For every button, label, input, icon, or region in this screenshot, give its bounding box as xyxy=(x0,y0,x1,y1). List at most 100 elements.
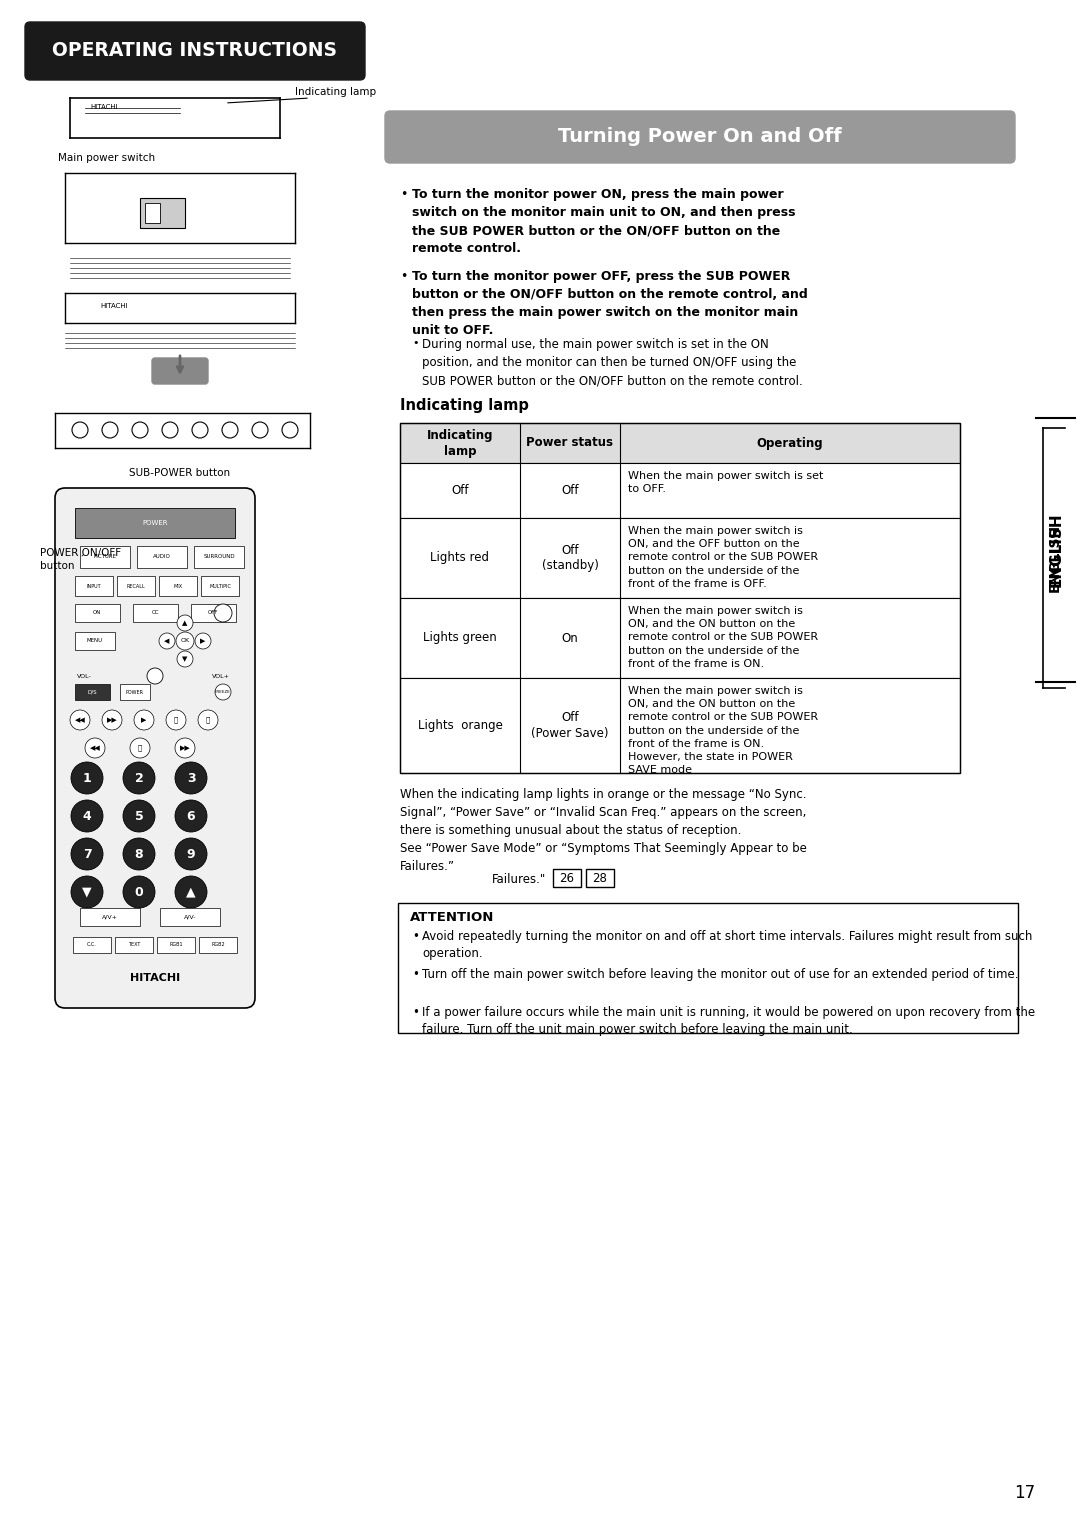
Text: 6: 6 xyxy=(187,810,195,822)
Text: ◀◀: ◀◀ xyxy=(90,746,100,750)
Circle shape xyxy=(175,762,207,795)
Text: RGB1: RGB1 xyxy=(170,943,183,947)
Bar xyxy=(160,908,220,926)
Text: 17: 17 xyxy=(1014,1484,1036,1502)
Text: 3: 3 xyxy=(187,772,195,784)
Bar xyxy=(80,545,130,568)
Text: D/S: D/S xyxy=(87,689,97,695)
Circle shape xyxy=(123,762,156,795)
Text: Main power switch: Main power switch xyxy=(58,153,156,163)
Circle shape xyxy=(222,422,238,439)
Circle shape xyxy=(175,801,207,833)
Bar xyxy=(137,545,187,568)
Text: When the main power switch is
ON, and the ON button on the
remote control or the: When the main power switch is ON, and th… xyxy=(627,607,819,669)
Circle shape xyxy=(282,422,298,439)
Circle shape xyxy=(71,801,103,833)
Text: When the main power switch is
ON, and the OFF button on the
remote control or th: When the main power switch is ON, and th… xyxy=(627,526,819,588)
Circle shape xyxy=(70,711,90,730)
Circle shape xyxy=(252,422,268,439)
Text: Indicating lamp: Indicating lamp xyxy=(295,87,376,96)
Text: A/V+: A/V+ xyxy=(103,914,118,920)
Text: ▼: ▼ xyxy=(183,656,188,662)
Text: ◀: ◀ xyxy=(164,639,170,643)
Text: ▶: ▶ xyxy=(141,717,147,723)
Text: Power status: Power status xyxy=(527,437,613,449)
Text: OPERATING INSTRUCTIONS: OPERATING INSTRUCTIONS xyxy=(53,41,337,61)
Bar xyxy=(400,518,960,597)
Circle shape xyxy=(132,422,148,439)
Text: HITACHI: HITACHI xyxy=(100,303,127,309)
Text: •: • xyxy=(400,188,407,202)
Bar xyxy=(400,423,960,463)
Circle shape xyxy=(166,711,186,730)
Text: POWER ON/OFF
button: POWER ON/OFF button xyxy=(40,549,121,571)
Text: A/V-: A/V- xyxy=(184,914,197,920)
Text: PICTURE: PICTURE xyxy=(94,555,117,559)
Bar xyxy=(75,633,114,649)
Text: TEXT: TEXT xyxy=(127,943,140,947)
Circle shape xyxy=(177,614,193,631)
FancyBboxPatch shape xyxy=(152,358,208,384)
Text: Lights green: Lights green xyxy=(423,631,497,645)
Circle shape xyxy=(175,738,195,758)
Text: VOL+: VOL+ xyxy=(212,674,230,678)
Text: Failures.": Failures." xyxy=(492,872,546,886)
Text: ENGLISH: ENGLISH xyxy=(1048,524,1062,591)
Text: MENU: MENU xyxy=(86,639,103,643)
Text: ▲: ▲ xyxy=(183,620,188,626)
Text: •: • xyxy=(411,338,419,348)
Text: Lights  orange: Lights orange xyxy=(418,720,502,732)
Text: FREEZE: FREEZE xyxy=(215,691,231,694)
Text: 7: 7 xyxy=(83,848,92,860)
Text: RECALL: RECALL xyxy=(126,584,146,588)
Text: 5: 5 xyxy=(135,810,144,822)
Text: ⏸: ⏸ xyxy=(138,744,143,752)
Bar xyxy=(586,869,615,886)
Text: Indicating
lamp: Indicating lamp xyxy=(427,428,494,457)
Text: •: • xyxy=(411,969,419,981)
Bar xyxy=(400,463,960,518)
Text: INPUT: INPUT xyxy=(86,584,102,588)
Bar xyxy=(400,597,960,678)
Bar xyxy=(400,423,960,773)
Circle shape xyxy=(147,668,163,685)
Circle shape xyxy=(176,633,194,649)
Text: Lights red: Lights red xyxy=(431,552,489,564)
FancyBboxPatch shape xyxy=(384,112,1015,163)
Text: When the indicating lamp lights in orange or the message “No Sync.
Signal”, “Pow: When the indicating lamp lights in orang… xyxy=(400,788,807,872)
Bar xyxy=(75,507,235,538)
Circle shape xyxy=(134,711,154,730)
Bar xyxy=(114,937,153,953)
Text: VOL-: VOL- xyxy=(77,674,92,678)
Circle shape xyxy=(71,837,103,869)
Circle shape xyxy=(198,711,218,730)
Text: RGB2: RGB2 xyxy=(212,943,225,947)
Bar xyxy=(133,604,178,622)
Text: During normal use, the main power switch is set in the ON
position, and the moni: During normal use, the main power switch… xyxy=(422,338,802,387)
Text: Off: Off xyxy=(451,484,469,497)
Text: •: • xyxy=(400,270,407,283)
Text: ⏸: ⏸ xyxy=(174,717,178,723)
Circle shape xyxy=(214,604,232,622)
Circle shape xyxy=(102,711,122,730)
FancyBboxPatch shape xyxy=(25,21,365,79)
Text: ATTENTION: ATTENTION xyxy=(410,911,495,924)
Bar xyxy=(199,937,237,953)
Text: OK: OK xyxy=(180,639,190,643)
Text: ▶: ▶ xyxy=(200,639,205,643)
Text: SURROUND: SURROUND xyxy=(203,555,234,559)
Bar xyxy=(75,604,120,622)
Text: MULTiPIC: MULTiPIC xyxy=(210,584,231,588)
Text: Turning Power On and Off: Turning Power On and Off xyxy=(558,127,841,147)
Text: •: • xyxy=(411,931,419,943)
Bar xyxy=(157,937,195,953)
Text: 1: 1 xyxy=(83,772,92,784)
Text: 9: 9 xyxy=(187,848,195,860)
Text: AUDIO: AUDIO xyxy=(153,555,171,559)
Text: On: On xyxy=(562,631,579,645)
Circle shape xyxy=(130,738,150,758)
Bar xyxy=(73,937,111,953)
Text: C.C.: C.C. xyxy=(87,943,97,947)
Bar xyxy=(191,604,237,622)
Bar xyxy=(80,908,140,926)
